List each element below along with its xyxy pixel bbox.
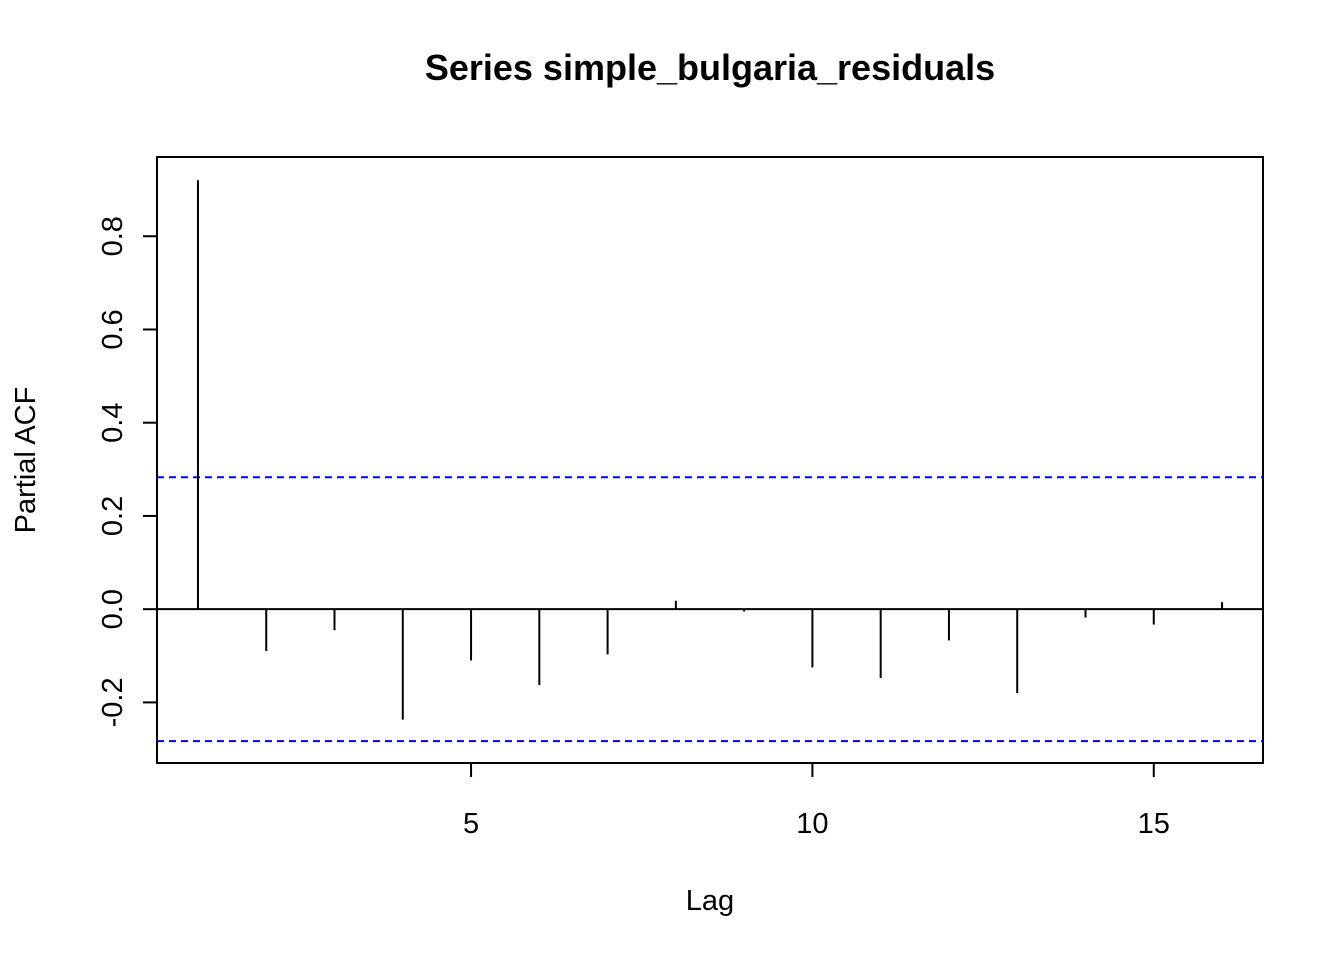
x-axis-label: Lag bbox=[686, 885, 734, 917]
y-axis-label: Partial ACF bbox=[10, 387, 42, 534]
y-tick-label: 0.8 bbox=[97, 216, 129, 256]
x-axis: 5 10 15 bbox=[463, 763, 1170, 840]
y-tick-label: 0.2 bbox=[97, 496, 129, 536]
y-axis: -0.2 0.0 0.2 0.4 0.6 0.8 bbox=[97, 216, 157, 727]
y-tick-label: 0.6 bbox=[97, 309, 129, 349]
x-tick-label: 5 bbox=[463, 808, 479, 840]
chart-title: Series simple_bulgaria_residuals bbox=[425, 47, 995, 88]
x-tick-label: 15 bbox=[1138, 808, 1170, 840]
y-tick-label: 0.0 bbox=[97, 589, 129, 629]
y-tick-label: 0.4 bbox=[97, 403, 129, 443]
y-tick-label: -0.2 bbox=[97, 677, 129, 727]
pacf-spikes bbox=[196, 180, 1224, 720]
x-tick-label: 10 bbox=[796, 808, 828, 840]
plot-frame bbox=[156, 156, 1264, 764]
